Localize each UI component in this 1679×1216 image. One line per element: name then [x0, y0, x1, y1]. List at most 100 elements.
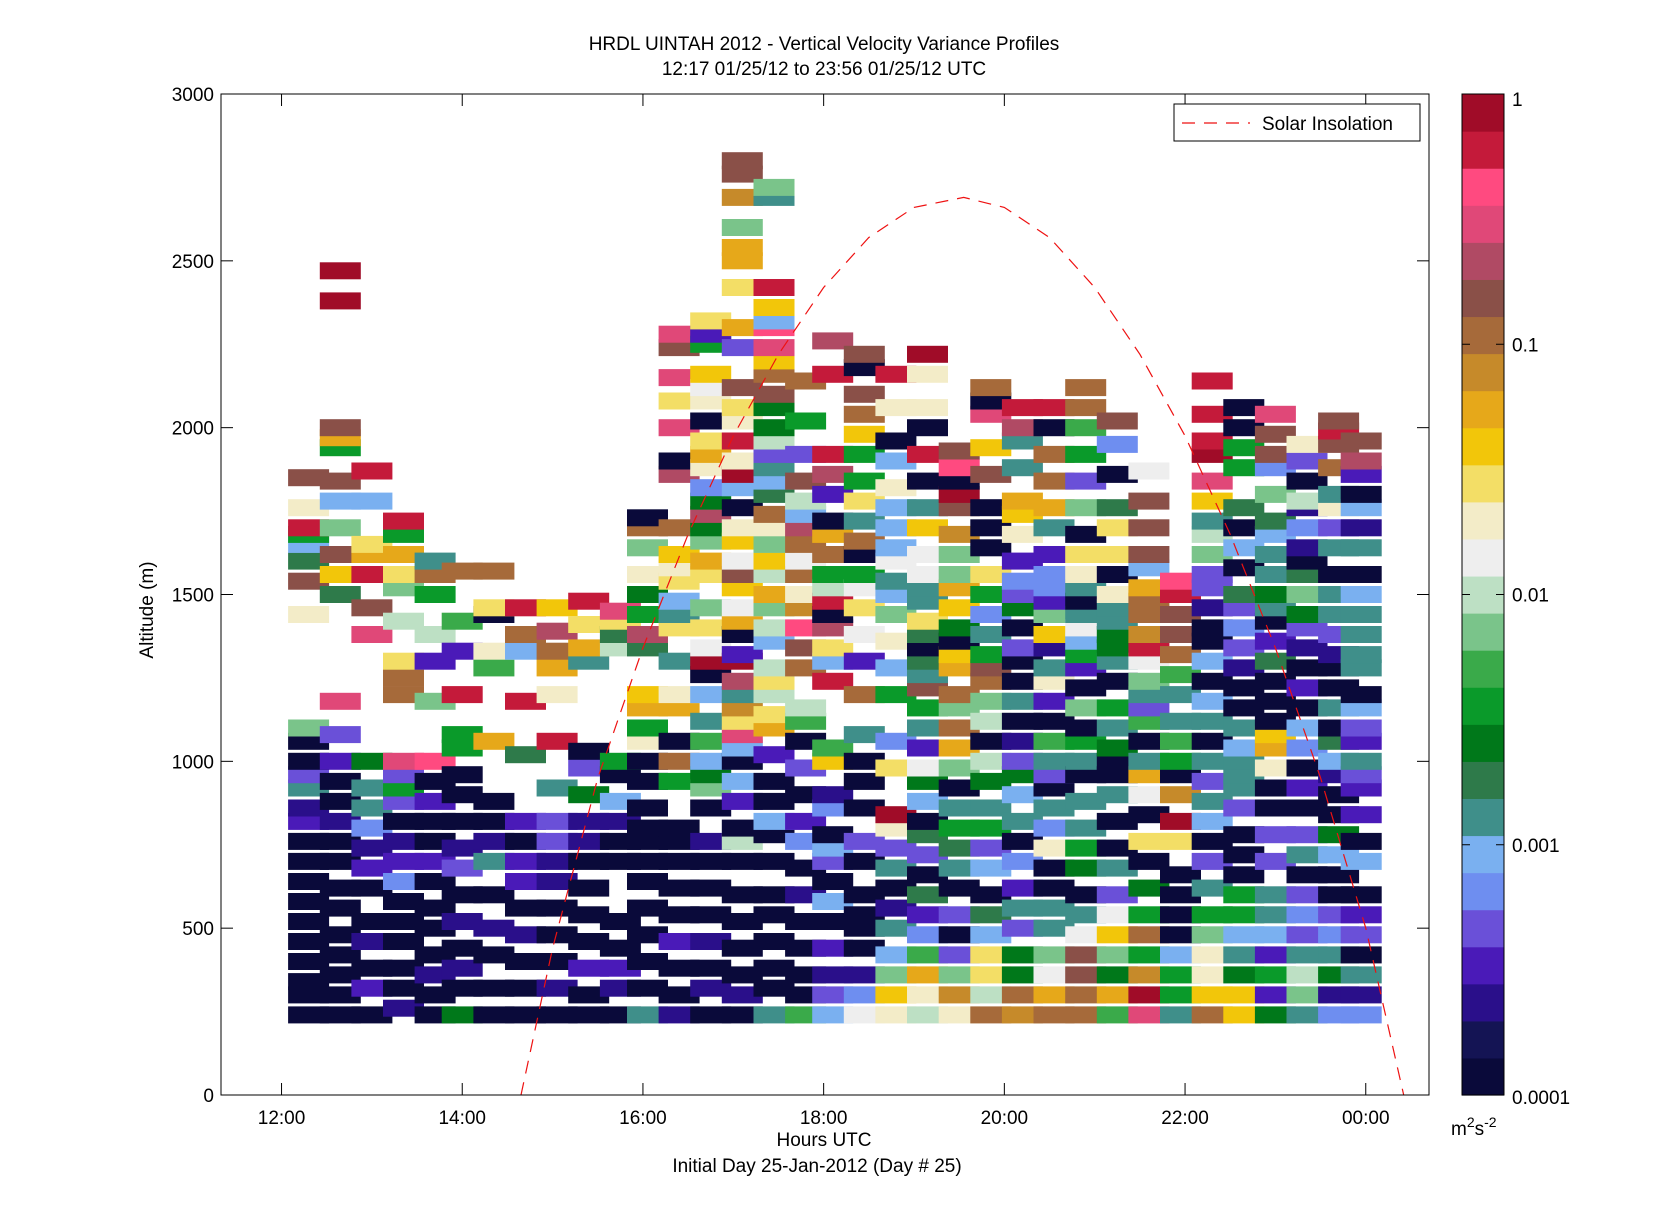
x-tick-label: 22:00	[1161, 1108, 1209, 1129]
variance-cell	[536, 873, 578, 890]
variance-cell	[907, 846, 948, 864]
variance-cell	[812, 873, 854, 890]
variance-cell	[690, 392, 732, 410]
variance-cell	[1065, 886, 1107, 904]
variance-cell	[970, 672, 1012, 690]
variance-cell	[1340, 719, 1382, 737]
variance-cell	[1340, 779, 1382, 797]
variance-cell	[319, 986, 361, 1004]
variance-cell	[1096, 719, 1138, 737]
variance-cell	[753, 365, 795, 383]
variance-cell	[1096, 986, 1138, 1004]
variance-cell	[351, 599, 393, 617]
variance-cell	[658, 699, 700, 717]
variance-cell	[1033, 766, 1075, 784]
variance-cell	[753, 686, 795, 704]
variance-cell	[721, 252, 763, 270]
variance-cell	[753, 399, 795, 417]
variance-cell	[1065, 946, 1107, 964]
variance-cell	[473, 732, 515, 750]
variance-cell	[288, 973, 330, 991]
variance-cell	[1191, 672, 1233, 690]
variance-cell	[1340, 659, 1382, 677]
variance-cell	[970, 626, 1012, 643]
variance-cell	[1286, 739, 1328, 757]
variance-cell	[1254, 405, 1296, 423]
variance-cell	[383, 766, 424, 784]
variance-cell	[907, 926, 948, 944]
variance-cell	[690, 732, 732, 750]
variance-cell	[658, 419, 700, 437]
variance-cell	[441, 913, 483, 930]
variance-cell	[383, 852, 424, 870]
colorbar-band	[1462, 427, 1504, 466]
variance-cell	[690, 852, 732, 870]
variance-cell	[690, 779, 732, 797]
variance-cell	[319, 926, 361, 944]
variance-cell	[1160, 666, 1201, 684]
variance-cell	[658, 519, 700, 537]
variance-cell	[627, 686, 668, 704]
variance-cell	[721, 165, 763, 183]
variance-cell	[473, 812, 515, 830]
variance-cell	[1160, 606, 1201, 623]
variance-cell	[938, 946, 980, 964]
variance-cell	[1001, 732, 1043, 750]
variance-cell	[938, 566, 980, 583]
variance-cell	[843, 886, 885, 904]
variance-cell	[383, 669, 424, 687]
variance-cell	[536, 926, 578, 944]
variance-cell	[1160, 966, 1201, 984]
variance-cell	[1191, 445, 1233, 463]
variance-cell	[1128, 806, 1170, 824]
variance-cell	[1096, 435, 1138, 453]
variance-cell	[907, 399, 948, 417]
variance-cell	[1254, 712, 1296, 730]
variance-cell	[1160, 886, 1201, 904]
variance-cell	[441, 642, 483, 660]
variance-cell	[658, 772, 700, 790]
variance-cell	[288, 933, 330, 950]
variance-cell	[1340, 586, 1382, 603]
variance-cell	[1033, 899, 1075, 917]
variance-cell	[351, 799, 393, 817]
variance-cell	[288, 1006, 330, 1024]
variance-cell	[658, 752, 700, 770]
variance-cell	[970, 819, 1012, 837]
variance-cell	[1096, 812, 1138, 830]
variance-cell	[970, 539, 1012, 557]
variance-cell	[875, 819, 917, 837]
variance-cell	[812, 939, 854, 957]
variance-cell	[288, 812, 330, 830]
variance-cell	[1223, 659, 1265, 677]
variance-cell	[753, 746, 795, 764]
variance-cell	[938, 739, 980, 757]
variance-cell	[1065, 926, 1107, 944]
variance-cell	[721, 319, 763, 337]
variance-cell	[1254, 512, 1296, 530]
variance-cell	[938, 759, 980, 777]
variance-cell	[721, 752, 763, 770]
variance-cell	[1340, 906, 1382, 924]
variance-cell	[1001, 419, 1043, 437]
variance-cell	[1001, 786, 1043, 804]
variance-cell	[1128, 966, 1170, 984]
variance-cell	[721, 379, 763, 397]
variance-cell	[753, 485, 795, 503]
variance-cell	[1128, 879, 1170, 897]
variance-cell	[351, 819, 393, 837]
variance-cell	[1340, 732, 1382, 750]
variance-cell	[505, 953, 546, 970]
colorbar-gradient	[1462, 94, 1504, 1096]
colorbar-band	[1462, 94, 1504, 132]
variance-cell	[1286, 946, 1328, 964]
variance-cell	[938, 719, 980, 737]
variance-cell	[1096, 1006, 1138, 1024]
variance-cell	[1254, 632, 1296, 650]
variance-cell	[1033, 579, 1075, 597]
variance-cell	[875, 479, 917, 497]
variance-cell	[753, 312, 795, 330]
variance-cell	[568, 852, 610, 870]
variance-cell	[1033, 1006, 1075, 1024]
variance-cell	[1340, 566, 1382, 583]
